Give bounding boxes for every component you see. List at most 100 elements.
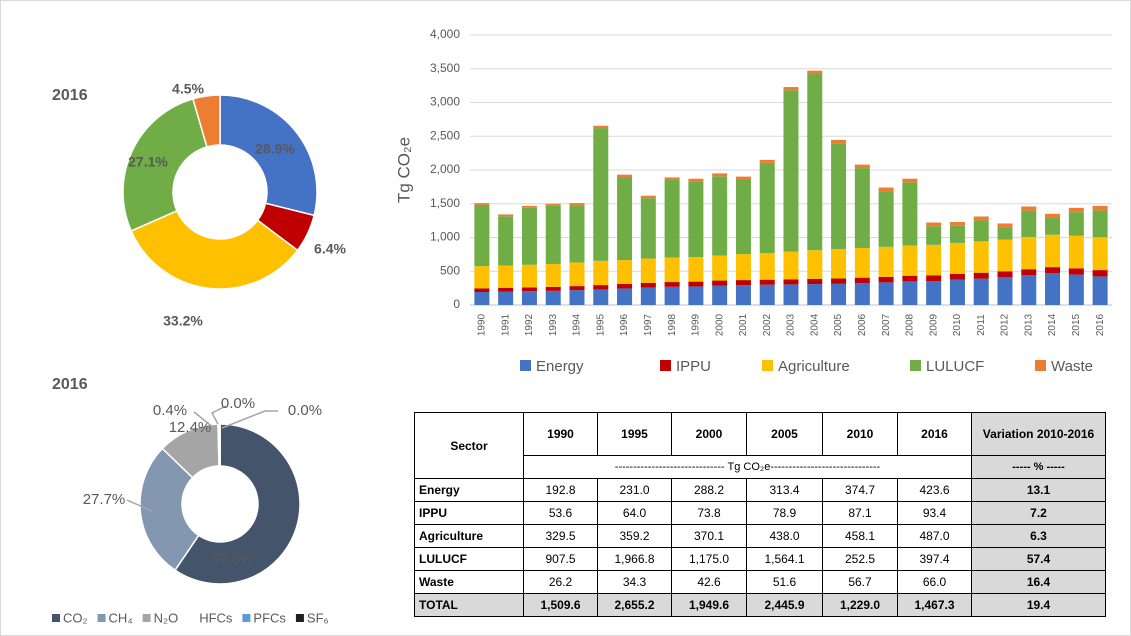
bar-segment	[712, 280, 728, 286]
bar-segment	[498, 216, 514, 266]
bar-segment	[759, 284, 775, 305]
x-tick-label: 2005	[833, 313, 844, 336]
bar-segment	[640, 287, 656, 305]
bar-segment	[498, 287, 514, 292]
x-tick-label: 2004	[809, 313, 820, 336]
bar-segment	[593, 125, 609, 129]
bar-segment	[807, 278, 823, 285]
table-cell: Waste	[414, 570, 524, 594]
bar-segment	[831, 143, 847, 249]
bar-segment	[474, 203, 490, 205]
bar-segment	[617, 260, 633, 285]
bar-segment	[831, 248, 847, 279]
bar-segment	[926, 222, 942, 227]
bar-segment	[545, 205, 561, 264]
bar-segment	[664, 179, 680, 258]
bar-segment	[997, 227, 1013, 240]
table-cell: 78.9	[746, 501, 823, 525]
table-cell: 1,175.0	[671, 547, 747, 571]
legend-label: Energy	[536, 358, 584, 375]
bar-segment	[688, 181, 704, 258]
bar-segment	[688, 286, 704, 305]
bar-segment	[664, 177, 680, 180]
bar-segment	[545, 263, 561, 287]
table-cell: 34.3	[597, 570, 672, 594]
bar-segment	[640, 282, 656, 288]
data-label: 59.5%	[211, 551, 254, 568]
bar-segment	[498, 265, 514, 288]
table-cell: 2005	[746, 412, 823, 456]
bar-segment	[1068, 207, 1084, 213]
bar-segment	[1092, 210, 1108, 238]
x-tick-label: 1994	[572, 313, 583, 336]
bar-segment	[783, 87, 799, 91]
legend-label: N₂O	[154, 610, 179, 625]
x-tick-label: 2002	[762, 313, 773, 336]
table-cell: 1990	[523, 412, 598, 456]
bar-segment	[521, 287, 537, 292]
bar-segment	[735, 254, 751, 281]
bar-segment	[712, 255, 728, 281]
bar-segment	[664, 257, 680, 283]
bar-segment	[712, 173, 728, 177]
table-row: Waste 26.2 34.3 42.6 51.6 56.7 66.0 16.4	[414, 570, 1106, 594]
bar-segment	[1045, 213, 1061, 218]
bar-segment	[807, 250, 823, 279]
bar-segment	[1021, 236, 1037, 270]
bar-segment	[973, 241, 989, 273]
bar-segment	[664, 282, 680, 287]
bar-segment	[640, 195, 656, 199]
bar-segment	[926, 275, 942, 282]
chart-title: 2016	[52, 87, 88, 104]
data-label: 33.2%	[163, 313, 203, 329]
legend-swatch	[52, 614, 60, 622]
donut-slice	[139, 447, 200, 572]
bar-segment	[854, 168, 870, 248]
table-cell: 359.2	[597, 524, 672, 548]
x-tick-label: 1997	[643, 313, 654, 336]
bar-segment	[807, 74, 823, 251]
bar-segment	[902, 245, 918, 276]
legend-label: HFCs	[199, 610, 233, 625]
x-tick-label: 1999	[691, 313, 702, 336]
bar-segment	[831, 278, 847, 284]
table-cell: 2010	[822, 412, 898, 456]
table-cell: IPPU	[414, 501, 524, 525]
bar-segment	[949, 273, 965, 280]
table-cell: 1,229.0	[822, 593, 898, 617]
bar-segment	[926, 281, 942, 305]
table-cell: 42.6	[671, 570, 747, 594]
x-tick-label: 2016	[1095, 313, 1106, 336]
bar-segment	[783, 279, 799, 285]
table-cell: ------------------------------ Tg CO₂e--…	[523, 455, 972, 479]
table-cell: 252.5	[822, 547, 898, 571]
x-tick-label: 2003	[786, 313, 797, 336]
bar-segment	[521, 205, 537, 208]
data-label: 27.1%	[128, 154, 168, 170]
table-cell: 1,564.1	[746, 547, 823, 571]
bar-segment	[545, 203, 561, 206]
y-tick-label: 2,500	[430, 128, 460, 142]
y-tick-label: 500	[440, 263, 460, 277]
table-cell: Sector	[414, 412, 524, 479]
bar-segment	[878, 187, 894, 192]
x-tick-label: 1991	[500, 313, 511, 336]
legend-label: PFCs	[253, 610, 286, 625]
bar-segment	[854, 164, 870, 169]
bar-segment	[521, 207, 537, 265]
bar-segment	[640, 198, 656, 259]
table-row: Sector 1990 1995 2000 2005 2010 2016 Variation …	[414, 412, 1106, 479]
bar-segment	[1068, 274, 1084, 305]
table-cell: 1,966.8	[597, 547, 672, 571]
legend-swatch	[762, 360, 773, 371]
bar-segment	[949, 242, 965, 274]
table-cell: 87.1	[822, 501, 898, 525]
legend-swatch	[660, 360, 671, 371]
bar-segment	[902, 281, 918, 305]
table-cell: Variation 2010-2016	[971, 412, 1106, 456]
bar-segment	[902, 182, 918, 246]
x-tick-label: 2001	[738, 313, 749, 336]
table-cell: 313.4	[746, 478, 823, 502]
bar-segment	[688, 281, 704, 287]
